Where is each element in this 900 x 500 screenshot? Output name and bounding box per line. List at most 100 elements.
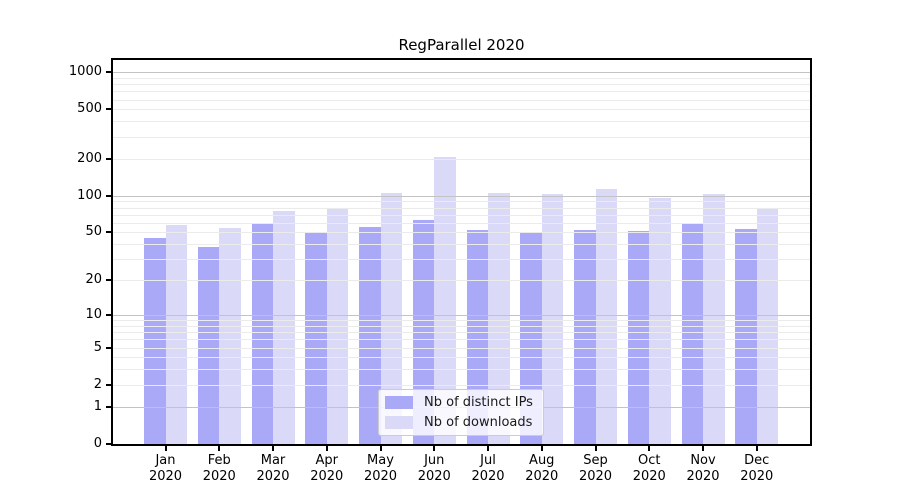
x-tick-label-mar: Mar 2020 [256, 453, 290, 484]
y-tick-label-100: 100 [77, 187, 102, 203]
x-tick-label-feb: Feb 2020 [202, 453, 236, 484]
x-tick-label-may: May 2020 [363, 453, 398, 484]
bar-downloads-feb [219, 228, 241, 444]
plot-area: Nb of distinct IPs Nb of downloads [111, 58, 812, 446]
y-tick-mark-200 [106, 157, 111, 160]
bar-distinct-ips-nov [681, 223, 703, 444]
x-tick-mark-mar [272, 446, 274, 451]
gridline-5 [113, 347, 810, 349]
x-tick-label-dec: Dec 2020 [740, 453, 774, 484]
gridline-4 [113, 357, 810, 359]
bar-distinct-ips-jan [144, 237, 166, 444]
y-tick-mark-10 [106, 313, 111, 316]
y-tick-label-10: 10 [85, 306, 102, 322]
gridline-600 [113, 99, 810, 101]
gridline-9 [113, 320, 810, 322]
legend-row-distinct-ips: Nb of distinct IPs [385, 394, 543, 411]
chart-title: RegParallel 2020 [398, 36, 525, 54]
x-tick-mark-aug [540, 446, 543, 451]
bar-downloads-aug [541, 194, 564, 444]
gridline-50 [113, 232, 810, 234]
bar-downloads-sep [595, 189, 617, 444]
x-tick-mark-jun [433, 446, 436, 451]
bar-distinct-ips-dec [735, 229, 757, 444]
gridline-300 [113, 136, 810, 138]
gridline-8 [113, 325, 810, 327]
x-tick-mark-oct [648, 446, 651, 451]
gridline-2 [113, 384, 810, 386]
y-tick-mark-0 [106, 443, 111, 445]
legend-label-distinct-ips: Nb of distinct IPs [424, 394, 533, 410]
x-tick-mark-nov [702, 446, 704, 451]
bar-downloads-dec [756, 207, 779, 444]
x-tick-label-oct: Oct 2020 [632, 453, 666, 484]
y-tick-mark-5 [106, 346, 111, 349]
gridline-30 [113, 259, 810, 261]
bar-downloads-jul [488, 193, 510, 444]
y-tick-mark-1000 [106, 71, 111, 74]
y-tick-label-1000: 1000 [68, 64, 102, 80]
x-tick-label-jun: Jun 2020 [417, 453, 451, 484]
gridline-70 [113, 214, 810, 216]
x-tick-label-nov: Nov 2020 [686, 453, 720, 484]
gridline-40 [113, 244, 810, 246]
gridline-400 [113, 121, 810, 123]
legend-swatch-downloads [385, 416, 413, 430]
bar-distinct-ips-mar [251, 222, 273, 444]
bar-downloads-mar [273, 210, 295, 444]
gridline-60 [113, 222, 810, 224]
gridline-6 [113, 339, 810, 341]
gridline-800 [113, 84, 810, 86]
y-tick-label-50: 50 [85, 224, 102, 240]
x-tick-mark-jul [487, 446, 489, 451]
bar-downloads-jan [165, 224, 187, 444]
bar-distinct-ips-feb [197, 246, 220, 444]
y-tick-label-500: 500 [77, 101, 102, 117]
gridline-80 [113, 207, 810, 209]
gridline-3 [113, 369, 810, 371]
gridline-20 [113, 280, 810, 282]
x-tick-mark-may [379, 446, 382, 451]
x-tick-label-sep: Sep 2020 [578, 453, 613, 484]
gridline-900 [113, 77, 810, 79]
y-tick-label-5: 5 [93, 339, 102, 355]
bar-downloads-jun [434, 156, 456, 444]
gridline-90 [113, 201, 810, 203]
y-tick-label-20: 20 [85, 272, 102, 288]
legend-row-downloads: Nb of downloads [385, 414, 543, 431]
gridline-100 [113, 195, 810, 197]
x-tick-label-aug: Aug 2020 [525, 453, 559, 484]
y-tick-label-0: 0 [93, 436, 102, 451]
y-tick-label-1: 1 [93, 398, 102, 414]
gridline-700 [113, 91, 810, 93]
bar-distinct-ips-sep [574, 230, 596, 444]
gridline-1000 [113, 72, 810, 74]
x-tick-mark-jan [164, 446, 167, 451]
x-tick-label-jul: Jul 2020 [471, 453, 505, 484]
x-tick-mark-feb [218, 446, 221, 451]
y-tick-mark-2 [106, 383, 111, 386]
x-tick-mark-sep [594, 446, 597, 451]
x-tick-label-apr: Apr 2020 [310, 453, 344, 484]
x-tick-mark-dec [755, 446, 758, 451]
bar-downloads-may [380, 193, 402, 444]
y-tick-mark-500 [106, 108, 111, 111]
gridline-10 [113, 314, 810, 316]
y-tick-mark-1 [106, 405, 111, 408]
bar-distinct-ips-apr [305, 233, 327, 444]
bar-downloads-nov [703, 194, 725, 444]
gridline-7 [113, 332, 810, 334]
bar-distinct-ips-may [359, 227, 381, 444]
legend-swatch-distinct-ips [385, 395, 413, 409]
y-tick-mark-20 [106, 279, 111, 282]
legend: Nb of distinct IPs Nb of downloads [378, 389, 544, 436]
x-tick-label-jan: Jan 2020 [148, 453, 183, 484]
bar-distinct-ips-oct [627, 231, 650, 444]
y-tick-mark-50 [106, 231, 111, 234]
y-tick-label-2: 2 [93, 376, 102, 392]
legend-label-downloads: Nb of downloads [424, 415, 533, 431]
y-tick-label-200: 200 [77, 150, 102, 166]
x-tick-mark-apr [325, 446, 328, 451]
gridline-200 [113, 158, 810, 160]
